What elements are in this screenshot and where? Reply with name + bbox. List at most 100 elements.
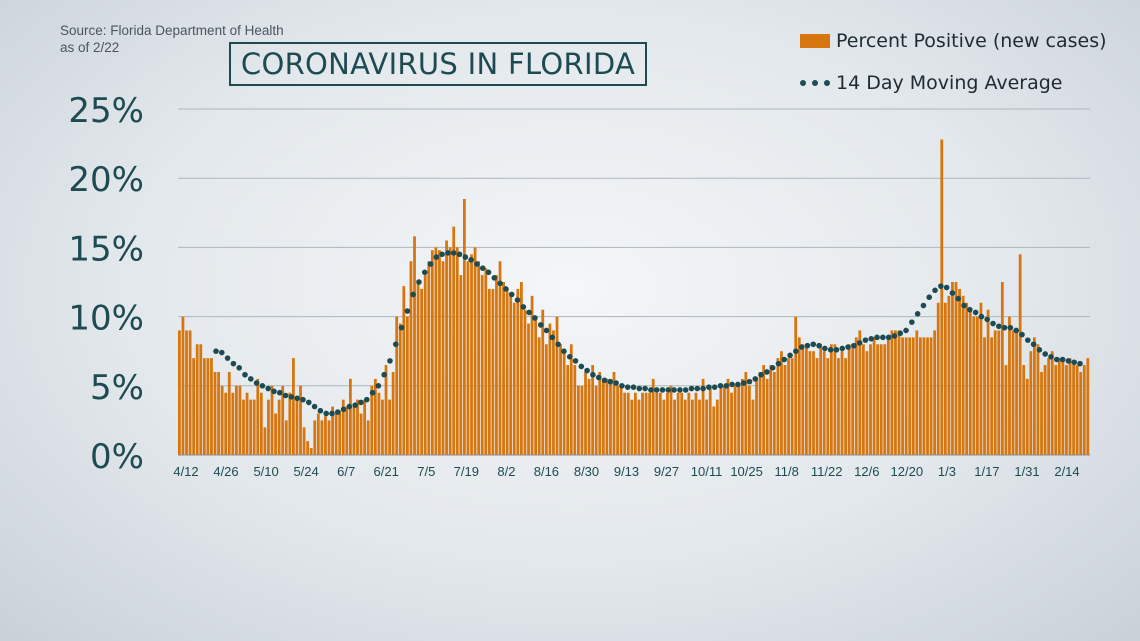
average-point [624, 384, 631, 390]
bar [1050, 351, 1054, 455]
average-point [323, 410, 329, 417]
bar [445, 240, 448, 455]
bar [865, 351, 869, 455]
as-of-line: as of 2/22 [60, 40, 120, 55]
bar [723, 385, 726, 455]
bar [601, 378, 605, 455]
bar [986, 309, 990, 455]
average-point [943, 284, 950, 291]
bar [648, 392, 652, 455]
bar [495, 275, 498, 455]
average-point [1065, 358, 1072, 364]
bar [338, 410, 342, 455]
bar [598, 371, 602, 455]
bar [805, 344, 808, 455]
average-point [671, 387, 677, 393]
average-point [1030, 341, 1037, 348]
bar [1072, 365, 1075, 455]
average-point [526, 309, 532, 316]
bar [527, 323, 530, 455]
average-point [358, 399, 364, 406]
average-point [694, 385, 701, 392]
bar [1015, 330, 1018, 455]
bar [737, 385, 741, 455]
average-point [880, 334, 886, 341]
bar [555, 316, 559, 455]
bar [819, 344, 823, 455]
bar [320, 420, 324, 455]
average-point [421, 269, 428, 276]
bar [776, 358, 780, 455]
bar [794, 316, 798, 455]
average-point [566, 353, 573, 360]
bar [1082, 365, 1086, 455]
x-tick-label: 6/21 [374, 464, 399, 479]
bar [772, 371, 776, 455]
bar [897, 330, 901, 455]
average-point [909, 319, 915, 325]
average-point [294, 395, 300, 402]
average-point [416, 279, 422, 285]
bar [594, 385, 598, 455]
bar [452, 226, 456, 455]
average-point [862, 337, 869, 343]
bar [284, 420, 288, 455]
bar [826, 358, 830, 455]
average-point [775, 360, 782, 367]
x-tick-label: 2/14 [1054, 464, 1079, 479]
average-point [398, 324, 405, 331]
average-point [642, 385, 648, 392]
bar [313, 420, 317, 455]
bar [1068, 358, 1072, 455]
bar [929, 337, 933, 455]
bar [933, 330, 937, 455]
average-point [317, 407, 324, 414]
average-point [688, 385, 695, 392]
bar [409, 261, 413, 455]
bar [587, 378, 591, 455]
bar [698, 399, 701, 455]
average-point [572, 358, 579, 364]
average-point [856, 340, 863, 346]
bar [349, 378, 352, 455]
average-point [677, 387, 683, 393]
bar [505, 288, 509, 455]
average-point [926, 294, 933, 301]
bar [480, 275, 484, 455]
bar [1004, 365, 1008, 455]
bar [220, 385, 224, 455]
bar [277, 399, 281, 455]
average-point [653, 387, 660, 393]
bar [302, 427, 306, 455]
average-point [479, 265, 486, 271]
x-tick-label: 9/13 [614, 464, 639, 479]
bar [192, 358, 196, 455]
average-point [735, 381, 741, 388]
bar [377, 392, 381, 455]
bar [256, 378, 260, 455]
bar [1029, 351, 1033, 455]
average-point [532, 315, 538, 321]
bar [673, 399, 676, 455]
bar [345, 406, 349, 455]
legend-item-percent-positive: Percent Positive (new cases) [800, 30, 1107, 52]
bar [544, 344, 548, 455]
average-point [1025, 337, 1031, 343]
average-point [265, 385, 271, 392]
bar [473, 247, 477, 455]
average-point [816, 342, 822, 349]
bar [872, 337, 876, 455]
bar [787, 358, 790, 455]
bar [434, 247, 438, 455]
bar [227, 371, 231, 455]
bar [202, 358, 206, 455]
bar [1057, 358, 1061, 455]
legend-label: 14 Day Moving Average [836, 72, 1063, 94]
average-point [1054, 356, 1060, 363]
average-point [1059, 356, 1066, 363]
bar [879, 344, 883, 455]
average-point [375, 383, 382, 389]
bar [552, 330, 555, 455]
average-point [474, 261, 480, 267]
